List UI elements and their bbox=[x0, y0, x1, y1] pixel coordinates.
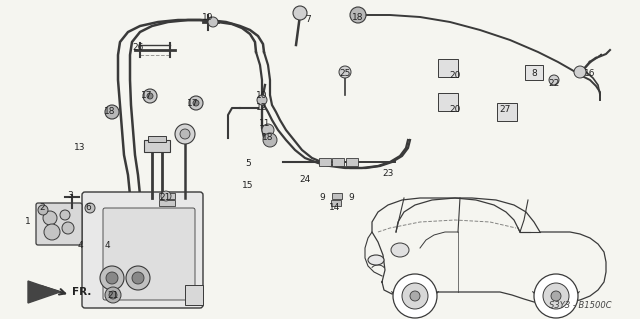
Text: 3: 3 bbox=[67, 190, 73, 199]
Ellipse shape bbox=[368, 255, 384, 265]
Text: 26: 26 bbox=[132, 43, 144, 53]
Bar bbox=[497, 103, 517, 121]
Text: 8: 8 bbox=[531, 69, 537, 78]
Circle shape bbox=[147, 93, 153, 99]
FancyBboxPatch shape bbox=[36, 203, 82, 245]
Circle shape bbox=[175, 124, 195, 144]
Circle shape bbox=[85, 203, 95, 213]
Circle shape bbox=[161, 191, 171, 201]
Text: 10: 10 bbox=[256, 92, 268, 100]
Text: 18: 18 bbox=[104, 108, 116, 116]
Circle shape bbox=[549, 75, 559, 85]
Circle shape bbox=[62, 222, 74, 234]
Bar bbox=[525, 65, 543, 80]
Text: 9: 9 bbox=[319, 194, 325, 203]
Text: 17: 17 bbox=[188, 99, 199, 108]
Circle shape bbox=[132, 272, 144, 284]
Bar bbox=[159, 200, 175, 206]
Polygon shape bbox=[28, 281, 60, 303]
Circle shape bbox=[105, 105, 119, 119]
Text: 9: 9 bbox=[348, 194, 354, 203]
Text: 14: 14 bbox=[330, 204, 340, 212]
Circle shape bbox=[43, 211, 57, 225]
Circle shape bbox=[393, 274, 437, 318]
Text: 11: 11 bbox=[259, 118, 271, 128]
Circle shape bbox=[257, 95, 267, 105]
Circle shape bbox=[208, 17, 218, 27]
Circle shape bbox=[106, 272, 118, 284]
Text: 15: 15 bbox=[243, 181, 253, 189]
Text: 12: 12 bbox=[256, 103, 268, 113]
Text: 22: 22 bbox=[548, 78, 559, 87]
Circle shape bbox=[100, 266, 124, 290]
Circle shape bbox=[109, 291, 117, 299]
FancyBboxPatch shape bbox=[82, 192, 203, 308]
Text: 23: 23 bbox=[382, 168, 394, 177]
Text: 5: 5 bbox=[245, 159, 251, 167]
Circle shape bbox=[262, 124, 274, 136]
Circle shape bbox=[143, 89, 157, 103]
Circle shape bbox=[543, 283, 569, 309]
Circle shape bbox=[105, 287, 121, 303]
Circle shape bbox=[574, 66, 586, 78]
Bar bbox=[319, 158, 331, 166]
Bar bbox=[438, 93, 458, 111]
Text: 17: 17 bbox=[141, 92, 153, 100]
FancyArrowPatch shape bbox=[598, 55, 602, 56]
Text: 20: 20 bbox=[449, 106, 461, 115]
Circle shape bbox=[126, 266, 150, 290]
Circle shape bbox=[180, 129, 190, 139]
Text: 4: 4 bbox=[104, 241, 110, 249]
Text: 21: 21 bbox=[108, 291, 118, 300]
Bar bbox=[438, 59, 458, 77]
Bar bbox=[331, 200, 341, 206]
Ellipse shape bbox=[391, 243, 409, 257]
Text: 20: 20 bbox=[449, 70, 461, 79]
Bar bbox=[159, 193, 175, 199]
Circle shape bbox=[534, 274, 578, 318]
Text: 27: 27 bbox=[499, 106, 511, 115]
Text: 24: 24 bbox=[300, 175, 310, 184]
Text: 7: 7 bbox=[305, 16, 311, 25]
Circle shape bbox=[402, 283, 428, 309]
Text: 18: 18 bbox=[352, 13, 364, 23]
Circle shape bbox=[410, 291, 420, 301]
Text: 4: 4 bbox=[77, 241, 83, 249]
Text: 13: 13 bbox=[74, 144, 86, 152]
Bar bbox=[346, 158, 358, 166]
Bar bbox=[148, 136, 166, 142]
Text: 2: 2 bbox=[39, 204, 45, 212]
Circle shape bbox=[293, 6, 307, 20]
Circle shape bbox=[339, 66, 351, 78]
Bar bbox=[185, 285, 203, 305]
Bar bbox=[144, 140, 170, 152]
Text: 6: 6 bbox=[85, 204, 91, 212]
Bar bbox=[332, 158, 344, 166]
Circle shape bbox=[350, 7, 366, 23]
FancyBboxPatch shape bbox=[103, 208, 195, 300]
Text: S3Y3 - B1500C: S3Y3 - B1500C bbox=[548, 300, 611, 309]
Circle shape bbox=[189, 96, 203, 110]
Bar bbox=[332, 193, 342, 199]
Circle shape bbox=[60, 210, 70, 220]
Circle shape bbox=[38, 205, 48, 215]
Text: FR.: FR. bbox=[72, 287, 92, 297]
Circle shape bbox=[263, 133, 277, 147]
Circle shape bbox=[551, 291, 561, 301]
Text: 25: 25 bbox=[339, 69, 351, 78]
Circle shape bbox=[193, 100, 199, 106]
Text: 1: 1 bbox=[25, 218, 31, 226]
Text: 18: 18 bbox=[262, 133, 274, 143]
Circle shape bbox=[44, 224, 60, 240]
Text: 21: 21 bbox=[159, 194, 171, 203]
Text: 16: 16 bbox=[584, 69, 596, 78]
Text: 19: 19 bbox=[202, 13, 214, 23]
